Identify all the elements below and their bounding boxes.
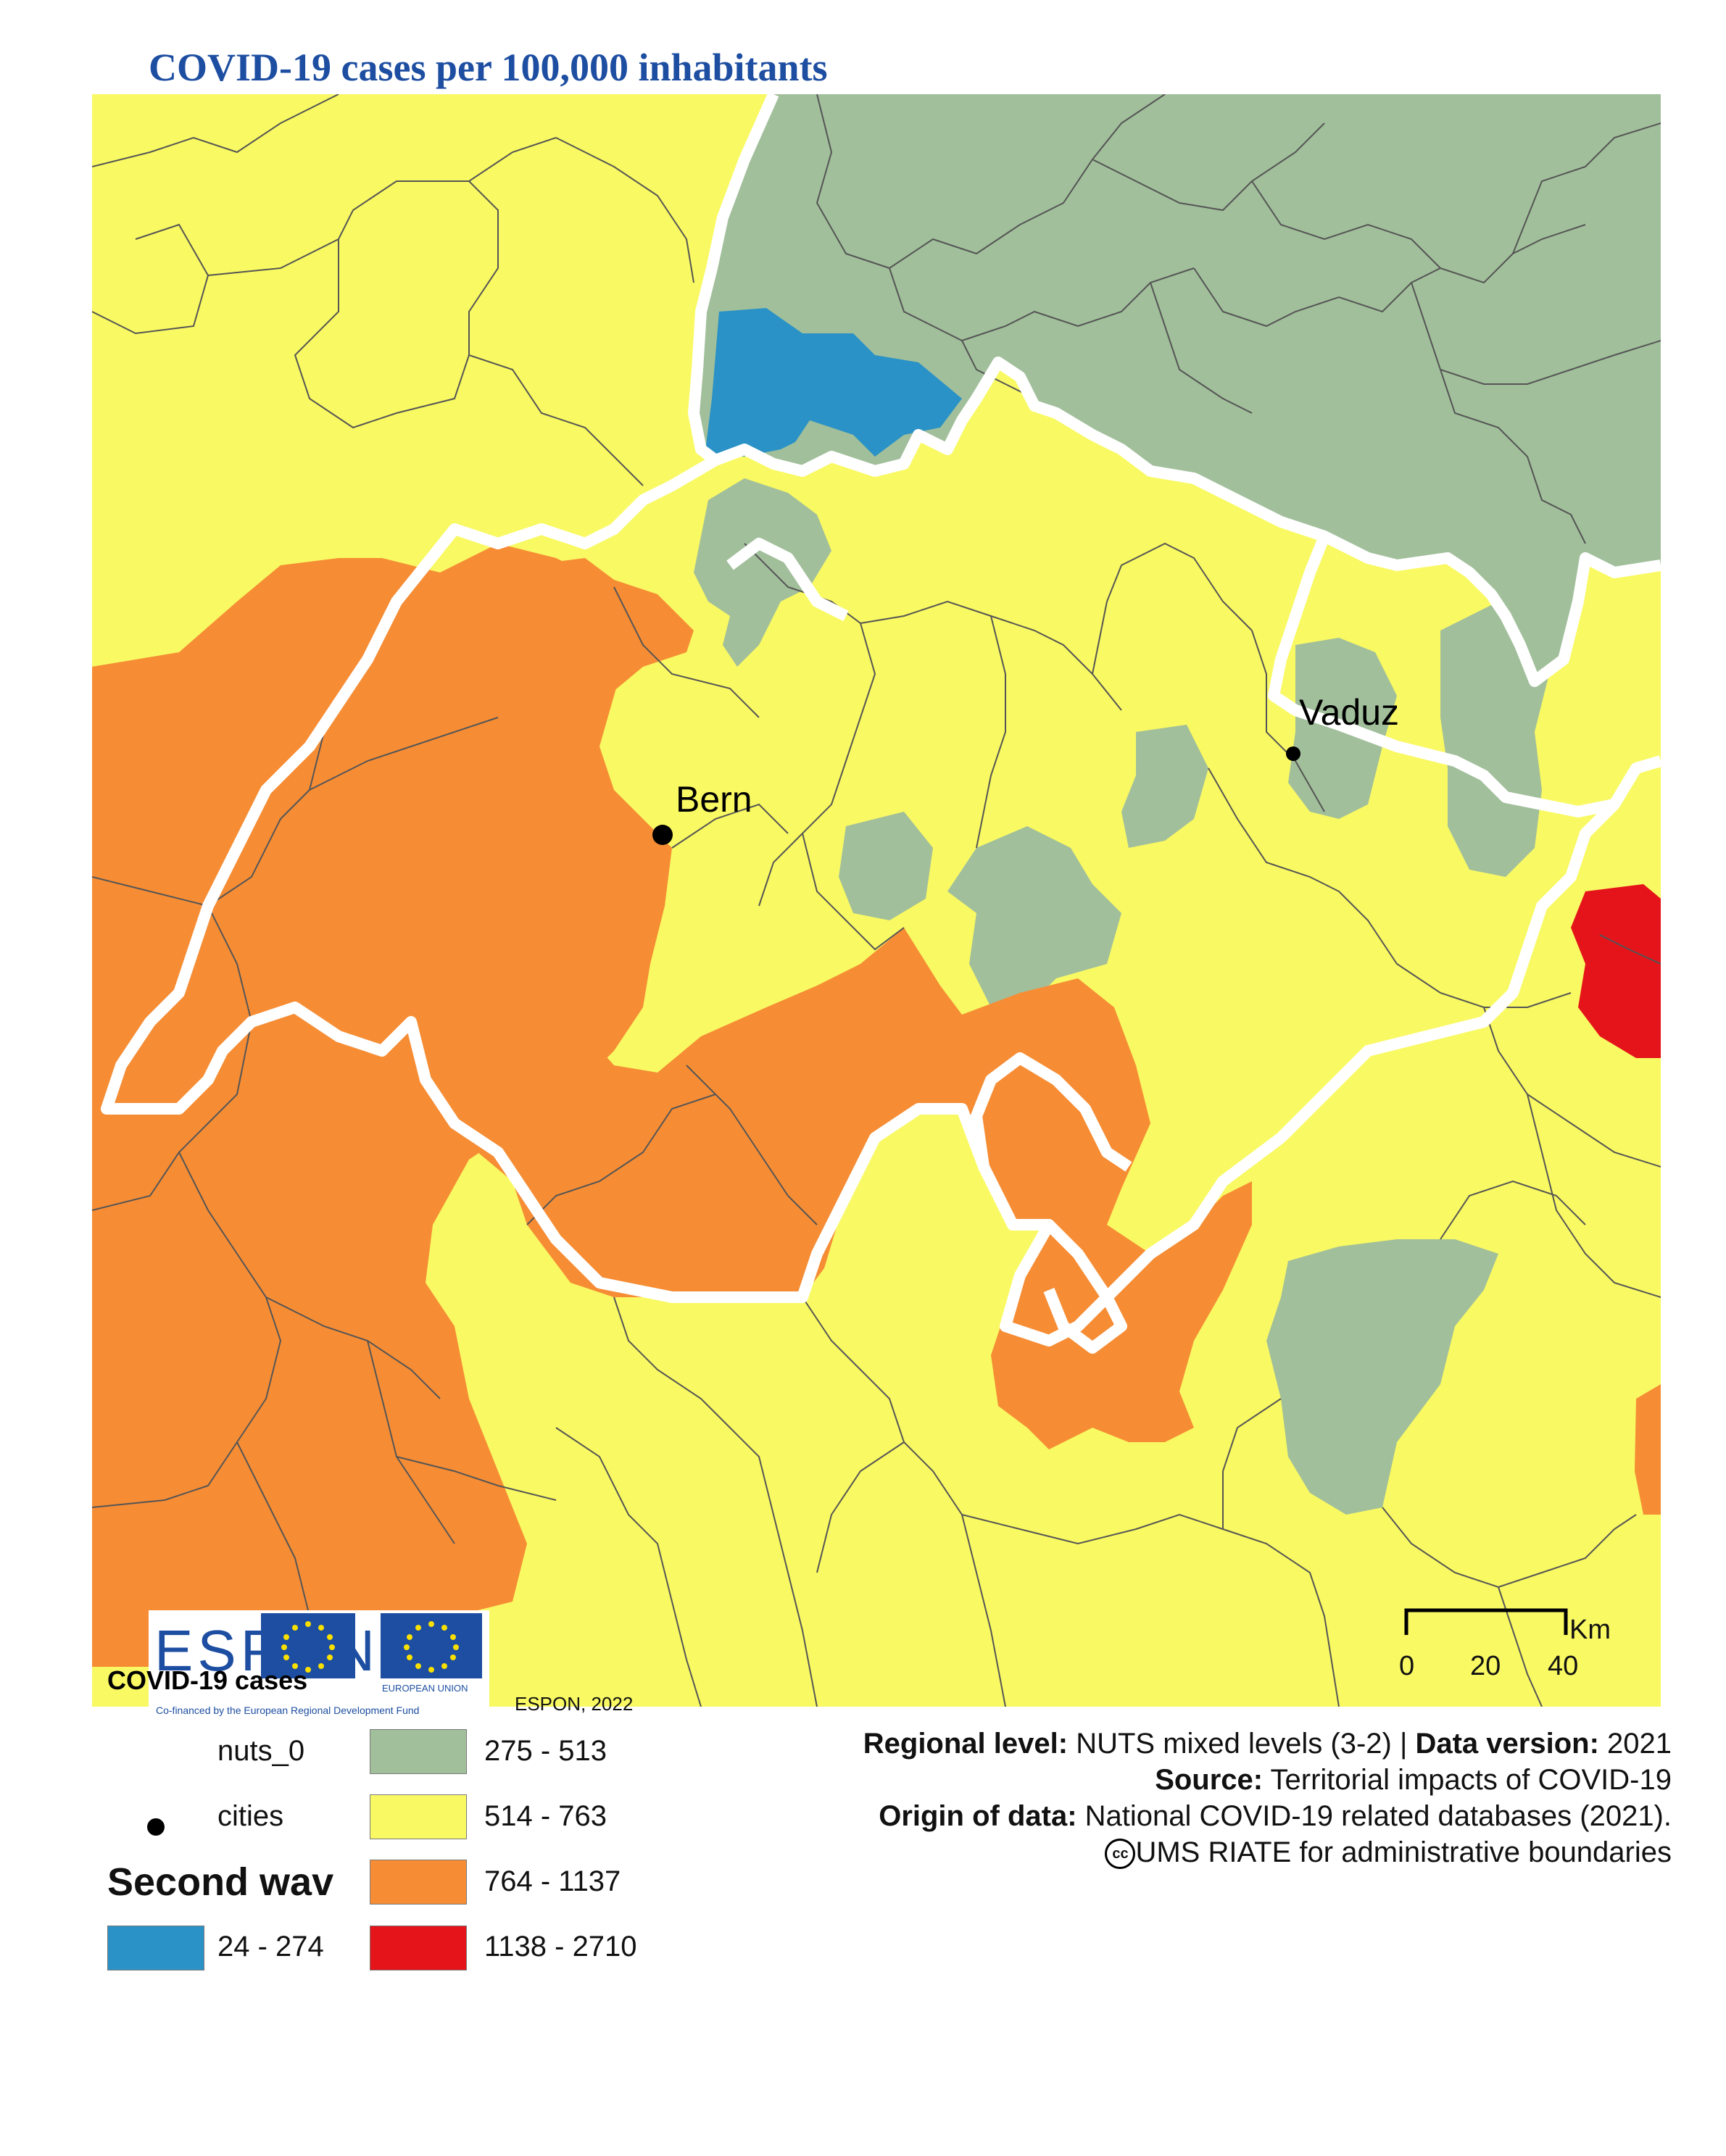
- creative-commons-icon: cc: [1105, 1839, 1136, 1870]
- region-central-green-3[interactable]: [947, 826, 1121, 1007]
- meta-regional-level-label: Regional level:: [863, 1728, 1069, 1760]
- region-east-orange[interactable]: [1635, 1384, 1661, 1515]
- region-central-green-1[interactable]: [1121, 725, 1208, 848]
- scale-unit: Km: [1569, 1615, 1611, 1645]
- eu-flag-icon: [381, 1613, 482, 1678]
- city-marker-bern[interactable]: [652, 825, 673, 845]
- meta-source-value: Territorial impacts of COVID-19: [1270, 1764, 1672, 1796]
- meta-origin-label: Origin of data:: [879, 1800, 1077, 1832]
- espon-eu-star-icon: [261, 1613, 355, 1678]
- scale-tick-20: 20: [1470, 1651, 1501, 1681]
- meta-source-label: Source:: [1155, 1764, 1264, 1796]
- city-marker-vaduz[interactable]: [1286, 746, 1300, 761]
- legend-nuts0-label: nuts_0: [217, 1735, 305, 1767]
- region-south-green[interactable]: [1266, 1239, 1498, 1515]
- meta-boundaries: cc UMS RIATE for administrative boundarie…: [1105, 1836, 1672, 1870]
- region-west-orange[interactable]: [92, 544, 672, 1667]
- map-title: COVID-19 cases per 100,000 inhabitants: [149, 46, 828, 89]
- region-central-orange-1[interactable]: [513, 558, 694, 717]
- region-central-green-2[interactable]: [839, 812, 933, 920]
- city-vaduz[interactable]: Vaduz: [1286, 692, 1399, 761]
- nuts0-national-borders: [101, 94, 1661, 1354]
- meta-origin-value: National COVID-19 related databases (202…: [1084, 1800, 1672, 1832]
- cofinanced-note: Co-financed by the European Regional Dev…: [156, 1705, 420, 1716]
- meta-origin: Origin of data: National COVID-19 relate…: [879, 1800, 1672, 1833]
- legend-swatch-class-2: [370, 1729, 467, 1774]
- meta-regional-level: Regional level: NUTS mixed levels (3-2) …: [863, 1728, 1672, 1760]
- meta-data-version-value: 2021: [1607, 1728, 1672, 1760]
- legend-swatch-class-3: [370, 1794, 467, 1839]
- meta-boundaries-text: UMS RIATE for administrative boundaries: [1135, 1836, 1672, 1868]
- legend-heading: COVID-19 cases: [107, 1665, 308, 1695]
- scale-bar: Km 0 20 40: [1399, 1607, 1611, 1687]
- legend-nuts0-symbol: [107, 1758, 204, 1765]
- city-label-bern: Bern: [676, 779, 752, 820]
- eu-caption: EUROPEAN UNION: [382, 1683, 468, 1694]
- scale-tick-40: 40: [1548, 1651, 1579, 1681]
- meta-source: Source: Territorial impacts of COVID-19: [1155, 1764, 1672, 1797]
- legend-swatch-class-4: [370, 1860, 467, 1905]
- region-green-patch-1[interactable]: [694, 478, 831, 667]
- legend-label-class-2: 275 - 513: [484, 1735, 607, 1767]
- region-blue[interactable]: [705, 308, 962, 457]
- legend-label-class-3: 514 - 763: [484, 1800, 607, 1832]
- legend-cities-label: cities: [217, 1800, 284, 1832]
- espon-logo: ESPON EUROPEAN UNION Co-financed by the …: [149, 1610, 489, 1719]
- region-germany-green[interactable]: [694, 94, 1661, 681]
- legend-label-class-4: 764 - 1137: [484, 1865, 621, 1897]
- scale-tick-0: 0: [1399, 1651, 1415, 1681]
- legend-label-class-5: 1138 - 2710: [484, 1931, 637, 1963]
- city-label-vaduz: Vaduz: [1299, 692, 1399, 733]
- legend-swatch-class-1: [107, 1926, 204, 1970]
- region-austria-green[interactable]: [1440, 602, 1549, 877]
- legend-section-title: Second wav: [107, 1860, 334, 1904]
- legend-cities-symbol: [147, 1818, 165, 1836]
- meta-data-version-label: Data version:: [1415, 1728, 1599, 1760]
- choropleth-map[interactable]: Bern Vaduz: [92, 94, 1661, 1707]
- legend-label-class-1: 24 - 274: [217, 1931, 324, 1963]
- espon-credit-year: ESPON, 2022: [515, 1693, 634, 1715]
- region-valais-orange[interactable]: [426, 928, 1252, 1449]
- city-bern[interactable]: Bern: [652, 779, 752, 845]
- region-red[interactable]: [1571, 884, 1661, 1058]
- legend-swatch-class-5: [370, 1926, 467, 1970]
- meta-regional-level-value: NUTS mixed levels (3-2) |: [1076, 1728, 1408, 1760]
